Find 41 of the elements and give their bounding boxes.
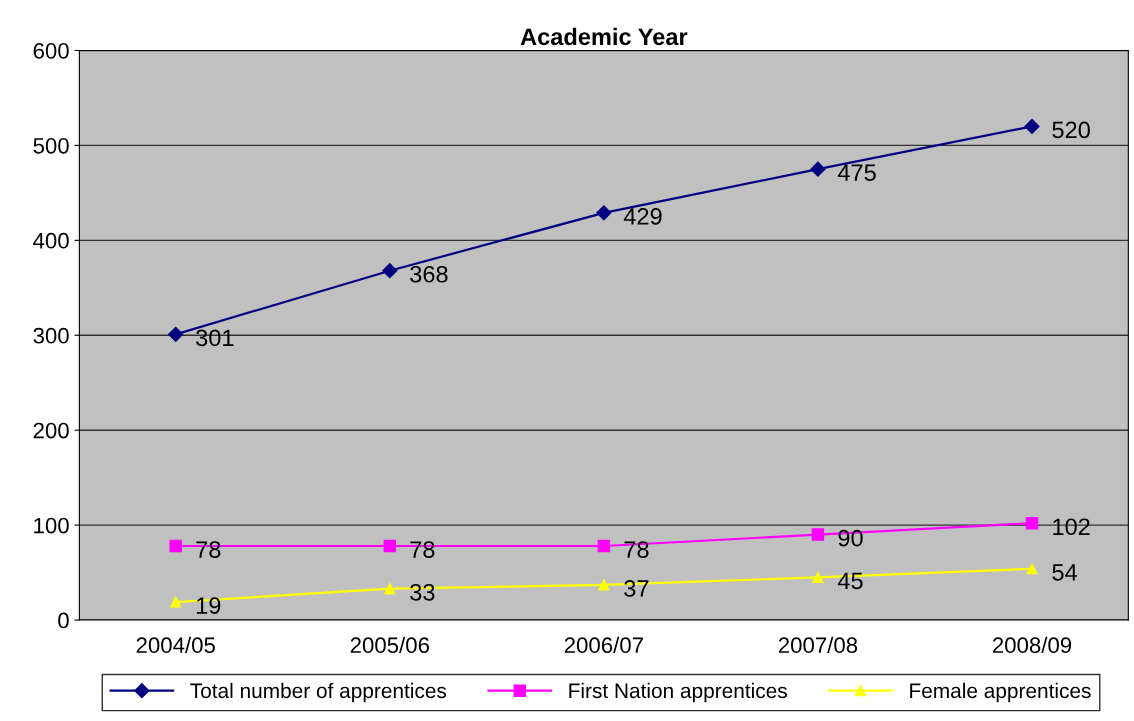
point — [168, 326, 184, 342]
x-tick-label: 2007/08 — [778, 636, 858, 654]
data-label: 54 — [1052, 564, 1078, 581]
data-label: 37 — [624, 580, 649, 597]
point — [170, 596, 182, 608]
legend-label: Total number of apprentices — [190, 682, 447, 703]
y-tick-label: 500 — [33, 137, 69, 154]
chart-title: Academic Year — [520, 27, 688, 46]
data-label: 429 — [623, 207, 662, 225]
x-tick-label: 2008/09 — [992, 636, 1072, 654]
point — [596, 205, 612, 221]
point — [811, 528, 825, 541]
point — [597, 539, 611, 553]
point — [383, 539, 397, 553]
x-tick-label: 2005/06 — [350, 636, 429, 654]
point — [1026, 563, 1038, 575]
y-tick-label: 0 — [58, 612, 69, 629]
point — [1025, 516, 1039, 530]
point — [598, 579, 610, 591]
point — [382, 263, 398, 279]
data-label: 19 — [196, 597, 221, 614]
data-label: 368 — [410, 265, 448, 283]
point — [169, 539, 182, 553]
x-tick-label: 2004/05 — [136, 636, 215, 654]
legend-label: First Nation apprentices — [569, 682, 787, 703]
y-tick-label: 200 — [33, 422, 69, 439]
data-label: 520 — [1052, 121, 1090, 139]
y-tick-label: 100 — [34, 517, 69, 534]
data-label: 475 — [837, 164, 876, 182]
y-tick-label: 400 — [33, 232, 69, 249]
y-tick-label: 300 — [33, 327, 69, 344]
point — [384, 583, 396, 595]
point — [810, 161, 826, 177]
point — [812, 571, 824, 583]
y-tick-label: 600 — [33, 43, 69, 59]
legend-label: Female apprentices — [910, 682, 1091, 703]
point — [1024, 118, 1040, 134]
data-label: 90 — [838, 529, 863, 547]
data-label: 78 — [624, 541, 649, 558]
data-label: 45 — [837, 572, 863, 590]
x-tick-label: 2006/07 — [564, 636, 643, 654]
